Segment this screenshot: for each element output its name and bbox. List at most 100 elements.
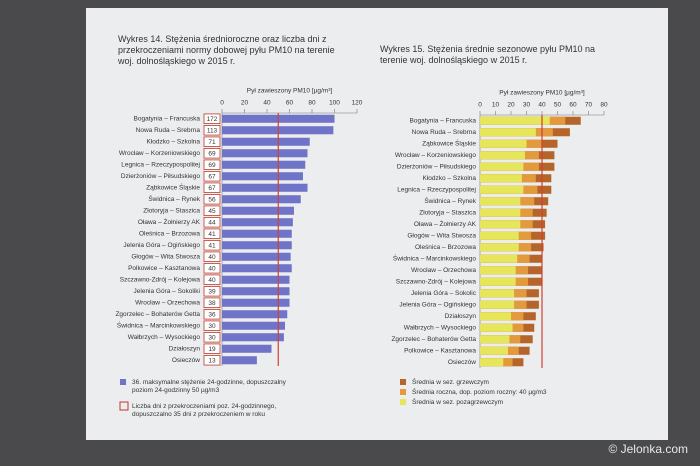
bar: [480, 300, 515, 309]
bar: [480, 266, 516, 275]
count-box: [203, 136, 221, 147]
y-tick-label: Oława – Żołnierzy AK: [138, 217, 201, 226]
bar: [480, 220, 521, 229]
y-tick-label: Dzierżoniów – Piłsudskiego: [121, 173, 201, 180]
bar: [222, 264, 292, 273]
count-box: [203, 320, 221, 331]
count-box: [203, 217, 221, 228]
y-tick-label: Kłodzko – Szkolna: [147, 138, 201, 145]
count-label: 40: [208, 265, 216, 272]
bar: [480, 197, 521, 206]
count-label: 36: [208, 311, 216, 318]
count-label: 44: [208, 219, 216, 226]
count-label: 67: [208, 185, 216, 192]
count-box: [203, 309, 221, 320]
y-tick-label: Nowa Ruda – Srebrna: [136, 127, 201, 134]
legend-swatch: [119, 401, 129, 411]
bar: [480, 289, 515, 298]
x-tick-label: 0: [220, 100, 224, 107]
count-label: 113: [207, 127, 218, 134]
count-box: [203, 332, 221, 343]
bar: [222, 344, 272, 353]
count-label: 45: [208, 208, 216, 215]
bar: [480, 208, 521, 217]
y-tick-label: Ząbkowice Śląskie: [422, 138, 476, 147]
bar: [222, 252, 291, 261]
count-box: [203, 159, 221, 170]
bar: [480, 174, 522, 183]
y-tick-label: Wrocław – Orzechowa: [135, 299, 200, 306]
bar: [222, 275, 290, 284]
x-axis-label: Pył zawieszony PM10 [µg/m³]: [499, 90, 585, 97]
y-tick-label: Świdnica – Rynek: [424, 196, 476, 205]
bar: [222, 195, 301, 204]
count-box: [203, 182, 221, 193]
y-tick-label: Bogatynia – Francuska: [134, 115, 201, 122]
x-tick-label: 70: [585, 102, 593, 109]
bar: [480, 128, 536, 137]
count-box: [203, 240, 221, 251]
y-tick-label: Polkowice – Kasztanowa: [404, 347, 476, 354]
y-tick-label: Kłodzko – Szkolna: [423, 175, 477, 182]
y-tick-label: Ząbkowice Śląskie: [146, 182, 200, 191]
y-tick-label: Głogów – Wita Stwosza: [131, 253, 200, 260]
legend-swatch: [400, 389, 406, 395]
count-box: [203, 148, 221, 159]
bar: [222, 206, 294, 215]
x-tick-label: 100: [329, 100, 340, 107]
x-tick-label: 20: [507, 102, 515, 109]
count-label: 38: [208, 300, 216, 307]
bar: [222, 160, 306, 169]
y-tick-label: Legnica – Rzeczypospolitej: [121, 161, 200, 168]
x-tick-label: 40: [263, 100, 271, 107]
y-tick-label: Świdnica – Rynek: [148, 194, 200, 203]
bar: [480, 323, 513, 332]
legend-label: Średnia w sez. grzewczym: [412, 377, 489, 386]
count-label: 41: [208, 231, 216, 238]
count-label: 30: [208, 323, 216, 330]
bar: [222, 356, 257, 365]
y-tick-label: Wrocław – Korzeniowskiego: [119, 150, 201, 157]
count-box: [203, 263, 221, 274]
y-tick-label: Oleśnica – Brzozowa: [415, 244, 476, 251]
bar: [222, 229, 292, 238]
x-tick-label: 60: [569, 102, 577, 109]
count-box: [203, 194, 221, 205]
count-label: 67: [208, 173, 216, 180]
y-tick-label: Wałbrzych – Wysockiego: [128, 334, 201, 341]
bar: [222, 298, 290, 307]
count-label: 30: [208, 334, 216, 341]
y-tick-label: Zgorzelec – Bohaterów Getta: [391, 336, 476, 343]
bar: [480, 277, 516, 286]
y-tick-label: Wałbrzych – Wysockiego: [404, 324, 477, 331]
x-tick-label: 40: [538, 102, 546, 109]
bar: [480, 254, 518, 263]
count-label: 172: [207, 116, 218, 123]
count-box: [203, 251, 221, 262]
y-tick-label: Osieczów: [172, 357, 200, 364]
bar: [480, 312, 511, 321]
y-tick-label: Jelenia Góra – Ogińskiego: [123, 242, 200, 249]
count-label: 69: [208, 150, 216, 157]
legend-swatch: [400, 379, 406, 385]
x-tick-label: 120: [352, 100, 363, 107]
y-tick-label: Legnica – Rzeczypospolitej: [397, 186, 476, 193]
y-tick-label: Wrocław – Orzechowa: [411, 267, 476, 274]
chart-title: Wykres 14. Stężenia średnioroczne oraz l…: [118, 34, 335, 66]
watermark: © Jelonka.com: [608, 442, 688, 456]
bar: [222, 287, 290, 296]
count-box: [203, 355, 221, 366]
bar: [222, 137, 310, 146]
x-tick-label: 30: [523, 102, 531, 109]
x-tick-label: 80: [600, 102, 608, 109]
y-tick-label: Zgorzelec – Bohaterów Getta: [115, 311, 200, 318]
y-tick-label: Działoszyn: [445, 313, 477, 320]
count-box: [203, 205, 221, 216]
y-tick-label: Świdnica – Marcinkowskiego: [117, 320, 200, 329]
legend-swatch: [120, 379, 126, 385]
x-axis-label: Pył zawieszony PM10 [µg/m³]: [247, 88, 333, 95]
bar: [480, 346, 508, 355]
count-label: 40: [208, 254, 216, 261]
